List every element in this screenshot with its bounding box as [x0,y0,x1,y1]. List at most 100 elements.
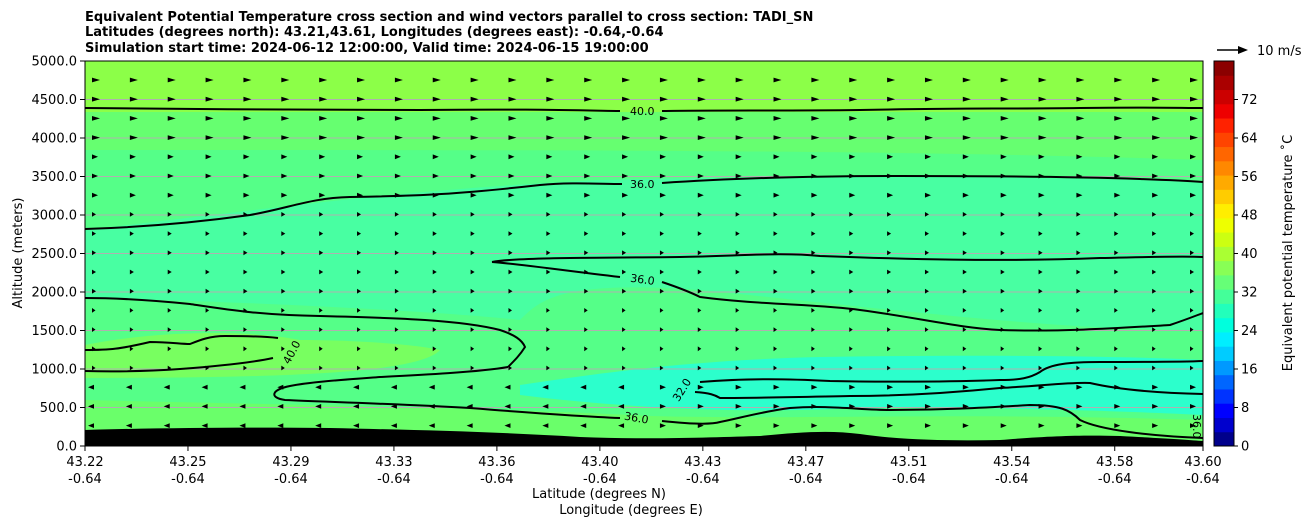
wind-vector [129,365,134,371]
wind-vector [129,154,136,160]
wind-vector [924,404,931,409]
wind-vector [205,308,210,313]
wind-vector [962,384,969,390]
wind-vector [205,250,210,256]
wind-vector [92,250,96,256]
wind-vector [735,135,744,140]
wind-vector [243,135,252,140]
wind-vector [92,135,100,140]
wind-vector [659,77,668,83]
wind-vector [432,212,437,217]
wind-vector [659,192,666,198]
colorbar-segment [1214,289,1234,304]
wind-vector [470,212,475,217]
wind-vector [618,423,625,428]
wind-vector [1152,327,1156,332]
wind-vector [1076,346,1080,352]
wind-vector [924,154,931,160]
wind-vector [1000,212,1005,217]
wind-vector [205,135,214,140]
wind-vector [546,250,551,256]
x-tick-label-lat: 43.43 [684,455,721,470]
wind-vector [735,404,742,409]
colorbar-tick-label: 64 [1241,132,1258,147]
wind-vector [394,327,399,332]
wind-vector [470,154,477,160]
colorbar-tick-label: 32 [1241,286,1258,301]
wind-vector [92,77,100,83]
wind-vector [1076,308,1080,313]
wind-vector [773,212,778,217]
colorbar-segment [1214,132,1234,148]
wind-vector [773,77,782,83]
wind-vector [205,96,214,102]
wind-vector [659,269,664,275]
wind-vector [470,365,475,371]
wind-vector [1000,250,1005,256]
x-tick-label-lat: 43.22 [66,455,103,470]
wind-vector [243,288,248,294]
x-tick-label-lat: 43.40 [581,455,618,470]
wind-vector [622,96,631,102]
wind-vector [470,231,475,236]
wind-vector [129,327,134,332]
wind-vector [129,135,138,140]
wind-vector [887,308,891,313]
x-tick-label-lat: 43.25 [169,455,206,470]
wind-vector [129,192,136,198]
wind-vector [357,212,362,217]
wind-vector [546,173,553,179]
wind-vector [735,173,742,179]
wind-vector [470,173,477,179]
wind-vector [811,423,818,428]
y-tick-label: 5000.0 [32,55,78,70]
wind-vector [281,269,286,275]
wind-vector [773,308,778,313]
wind-vector [697,212,702,217]
wind-vector [811,135,820,140]
wind-vector [546,212,551,217]
wind-vector [1190,154,1196,160]
wind-vector [659,308,664,313]
wind-vector [735,192,742,198]
wind-vector [394,346,399,352]
wind-vector [432,116,441,121]
wind-vector [735,96,744,102]
wind-vector [697,77,706,83]
wind-vector [125,384,132,390]
wind-vector [1190,77,1198,83]
wind-vector [508,135,517,140]
colorbar: 0 8 16 24 32 40 48 56 64 72 [1213,60,1258,455]
wind-vector [622,77,631,83]
wind-vector [697,346,702,352]
wind-vector [962,327,967,332]
wind-vector [811,96,820,102]
wind-vector [277,423,284,428]
y-tick-label: 1000.0 [32,363,78,378]
wind-vector [1190,308,1194,313]
wind-vector [924,96,933,102]
wind-vector [811,269,816,275]
wind-vector [357,269,362,275]
wind-vector [1038,77,1047,83]
wind-vector [887,96,896,102]
y-tick-label: 500.0 [40,401,77,416]
y-tick-label: 0.0 [56,440,77,455]
wind-vector [243,154,250,160]
wind-vector [887,346,891,352]
wind-vector [1000,116,1009,121]
wind-vector [659,384,666,390]
wind-vector [924,384,931,390]
wind-vector [1152,308,1156,313]
x-tick-label-lon: -0.64 [1098,472,1132,487]
wind-vector [1000,346,1005,352]
wind-vector [394,135,403,140]
wind-vector [205,327,210,332]
wind-vector [508,192,515,198]
colorbar-segment [1214,232,1234,247]
wind-vector [962,365,967,371]
colorbar-segment [1214,89,1234,105]
colorbar-segment [1214,160,1234,176]
wind-vector [92,116,100,121]
wind-vector [697,269,702,275]
